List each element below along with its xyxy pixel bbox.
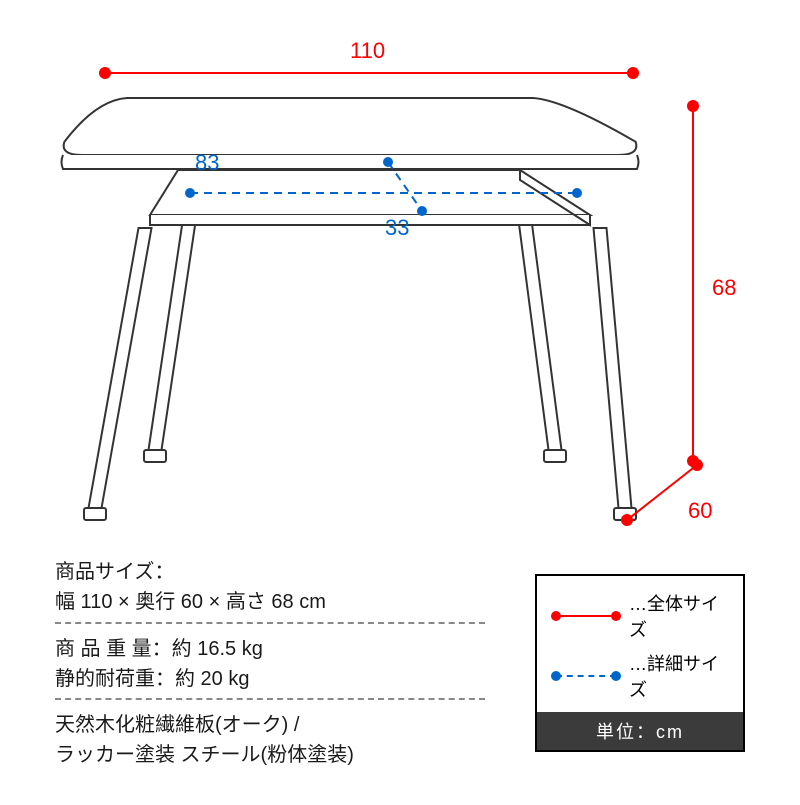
diagram-canvas: 110 83 33 68 60 商品サイズ： 幅 110 × 奥行 60 × 高…: [0, 0, 800, 800]
depth-label: 60: [688, 498, 712, 524]
legend-detail-label: …詳細サイズ: [629, 650, 729, 702]
legend-unit: 単位：cm: [537, 712, 743, 750]
spec-size-line: 幅 110 × 奥行 60 × 高さ 68 cm: [55, 585, 326, 614]
spec-material-1: 天然木化粧繊維板(オーク) /: [55, 708, 299, 737]
separator-1: [55, 622, 485, 624]
legend-overall-row: …全体サイズ: [551, 590, 729, 642]
height-label: 68: [712, 275, 736, 301]
legend-overall-label: …全体サイズ: [629, 590, 729, 642]
legend-detail-sample: [551, 669, 621, 683]
spec-size-title: 商品サイズ：: [55, 555, 174, 584]
spec-load: 静的耐荷重：約 20 kg: [55, 662, 249, 691]
shelf-width-label: 33: [385, 215, 409, 241]
legend-box: …全体サイズ …詳細サイズ 単位：cm: [535, 574, 745, 752]
legend-overall-sample: [551, 609, 621, 623]
spec-weight: 商 品 重 量：約 16.5 kg: [55, 632, 263, 661]
width-label: 110: [350, 38, 385, 64]
legend-detail-row: …詳細サイズ: [551, 650, 729, 702]
spec-material-2: ラッカー塗装 スチール(粉体塗装): [55, 738, 354, 767]
shelf-depth-label: 83: [195, 150, 219, 176]
separator-2: [55, 698, 485, 700]
